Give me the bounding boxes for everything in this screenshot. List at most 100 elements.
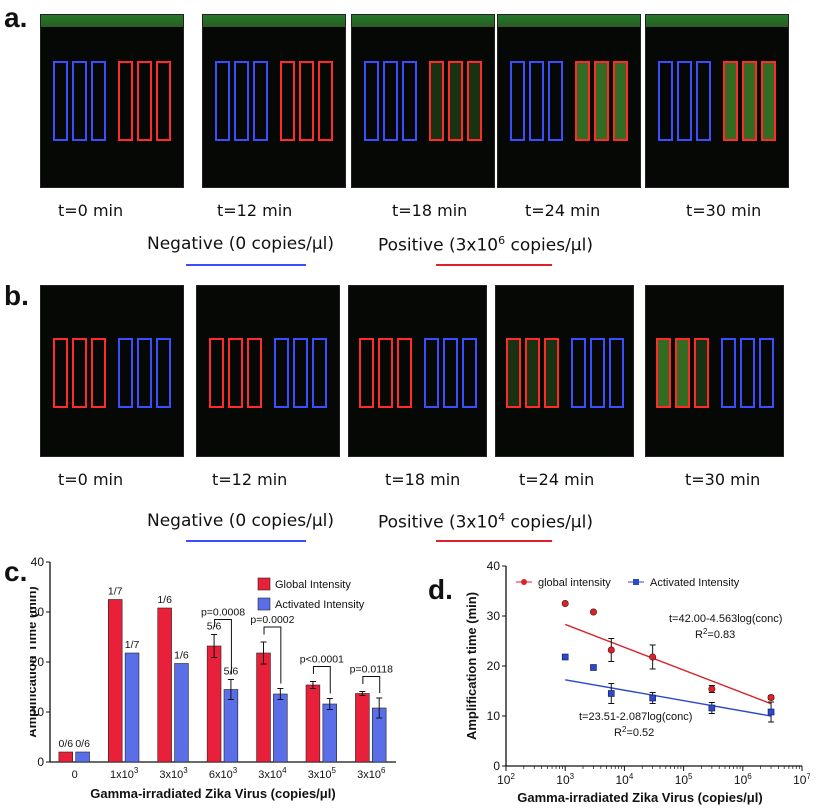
y-axis-label: Amplification time (min) bbox=[464, 592, 479, 740]
microchannel bbox=[739, 338, 755, 408]
bar-activated bbox=[124, 652, 140, 763]
p-value-label: p=0.0118 bbox=[350, 664, 393, 676]
r-squared: R2=0.83 bbox=[695, 627, 735, 641]
panel-a-letter: a. bbox=[4, 2, 28, 33]
microchannel bbox=[505, 338, 521, 408]
r-squared: R2=0.52 bbox=[614, 725, 654, 739]
microchannel bbox=[570, 338, 586, 408]
bar-global bbox=[58, 751, 74, 763]
microchannel bbox=[693, 338, 709, 408]
x-axis-label: Gamma-irradiated Zika Virus (copies/μl) bbox=[90, 786, 335, 801]
microchannel bbox=[423, 338, 439, 408]
x-tick-label: 103 bbox=[556, 772, 574, 787]
fit-equation: t=42.00-4.563log(conc) bbox=[669, 613, 782, 625]
panel-a-negative-label: Negative (0 copies/μl) bbox=[147, 234, 335, 254]
bar-global bbox=[305, 684, 321, 763]
x-axis-label: Gamma-irradiated Zika Virus (copies/μl) bbox=[517, 790, 762, 805]
panel-a-time-label: t=18 min bbox=[392, 201, 468, 220]
legend-marker bbox=[521, 579, 527, 585]
panel-b-time-label: t=18 min bbox=[385, 470, 461, 489]
legend-marker bbox=[633, 579, 639, 585]
microchannel bbox=[613, 61, 628, 141]
legend-label: Activated Intensity bbox=[650, 577, 740, 589]
data-point-activated bbox=[767, 708, 775, 716]
microchannel bbox=[72, 338, 87, 408]
data-point-global bbox=[767, 694, 775, 702]
panel-a-time-label: t=12 min bbox=[217, 201, 293, 220]
microchannel bbox=[234, 61, 249, 141]
y-tick-label: 40 bbox=[31, 556, 45, 569]
x-tick-label: 104 bbox=[615, 772, 633, 787]
microchannel bbox=[461, 338, 477, 408]
bar-activated bbox=[322, 703, 337, 763]
microchannel bbox=[318, 61, 333, 141]
p-value-label: p=0.0008 bbox=[201, 607, 245, 619]
microchannel bbox=[118, 61, 133, 141]
p-value-label: p=0.0002 bbox=[250, 614, 294, 626]
panel-c-letter: c. bbox=[4, 556, 28, 587]
microchannel bbox=[137, 61, 152, 141]
x-tick-label: 3x106 bbox=[357, 766, 386, 781]
bar-global bbox=[108, 599, 123, 763]
data-point-global bbox=[649, 653, 657, 661]
microchannel bbox=[118, 338, 133, 408]
y-tick-label: 10 bbox=[487, 709, 501, 723]
microchannel bbox=[429, 61, 444, 141]
microchannel bbox=[524, 338, 540, 408]
x-tick-label: 3x103 bbox=[159, 766, 188, 781]
microchannel bbox=[723, 61, 738, 141]
microchannel bbox=[396, 338, 412, 408]
microchannel bbox=[247, 338, 262, 408]
data-point-activated bbox=[607, 690, 615, 697]
panel-b-negative-label: Negative (0 copies/μl) bbox=[147, 511, 335, 531]
y-tick-label: 30 bbox=[31, 605, 45, 619]
panel-a-positive-label: Positive (3x106 copies/μl) bbox=[378, 234, 593, 256]
micrograph bbox=[40, 285, 184, 457]
microchannel bbox=[448, 61, 463, 141]
micrograph bbox=[351, 14, 495, 188]
x-tick-label: 3x105 bbox=[308, 766, 337, 781]
fit-equation: t=23.51-2.087log(conc) bbox=[579, 711, 692, 723]
significance-bracket bbox=[263, 626, 282, 684]
panel-a-time-label: t=30 min bbox=[686, 201, 762, 220]
x-tick-label: 105 bbox=[675, 772, 693, 787]
microchannel bbox=[215, 61, 230, 141]
data-point-global bbox=[607, 646, 615, 654]
microchannel bbox=[383, 61, 398, 141]
microchannel bbox=[608, 338, 624, 408]
panel-a-positive-underline bbox=[436, 264, 552, 266]
data-point-activated bbox=[708, 704, 716, 712]
y-tick-label: 0 bbox=[493, 759, 500, 773]
micrograph bbox=[645, 14, 789, 188]
bar-global bbox=[256, 652, 271, 763]
legend-label: global intensity bbox=[538, 577, 611, 589]
micrograph bbox=[40, 14, 184, 188]
microchannel bbox=[594, 61, 609, 141]
bar-activated bbox=[223, 689, 239, 763]
microchannel bbox=[358, 338, 374, 408]
microchannel bbox=[589, 338, 605, 408]
microchannel bbox=[274, 338, 289, 408]
bar-global bbox=[157, 607, 172, 763]
legend-label: Global Intensity bbox=[275, 579, 351, 591]
y-tick-label: 40 bbox=[487, 559, 501, 573]
microchannel bbox=[72, 61, 87, 141]
microchannel bbox=[674, 338, 690, 408]
legend-swatch bbox=[257, 597, 271, 611]
data-point-global bbox=[708, 685, 716, 693]
legend-swatch bbox=[257, 577, 271, 591]
microchannel bbox=[156, 61, 171, 141]
data-point-global bbox=[589, 608, 597, 616]
microchannel bbox=[548, 61, 563, 141]
microchannel bbox=[696, 61, 711, 141]
microchannel bbox=[761, 61, 776, 141]
microchannel bbox=[91, 338, 106, 408]
panel-b-negative-underline bbox=[186, 540, 306, 542]
microchannel bbox=[543, 338, 559, 408]
legend-label: Activated Intensity bbox=[275, 599, 365, 611]
bar-activated bbox=[273, 693, 288, 763]
microchannel bbox=[658, 61, 673, 141]
microchannel bbox=[377, 338, 393, 408]
microchannel bbox=[442, 338, 458, 408]
bar-data-label: 1/6 bbox=[157, 594, 172, 606]
